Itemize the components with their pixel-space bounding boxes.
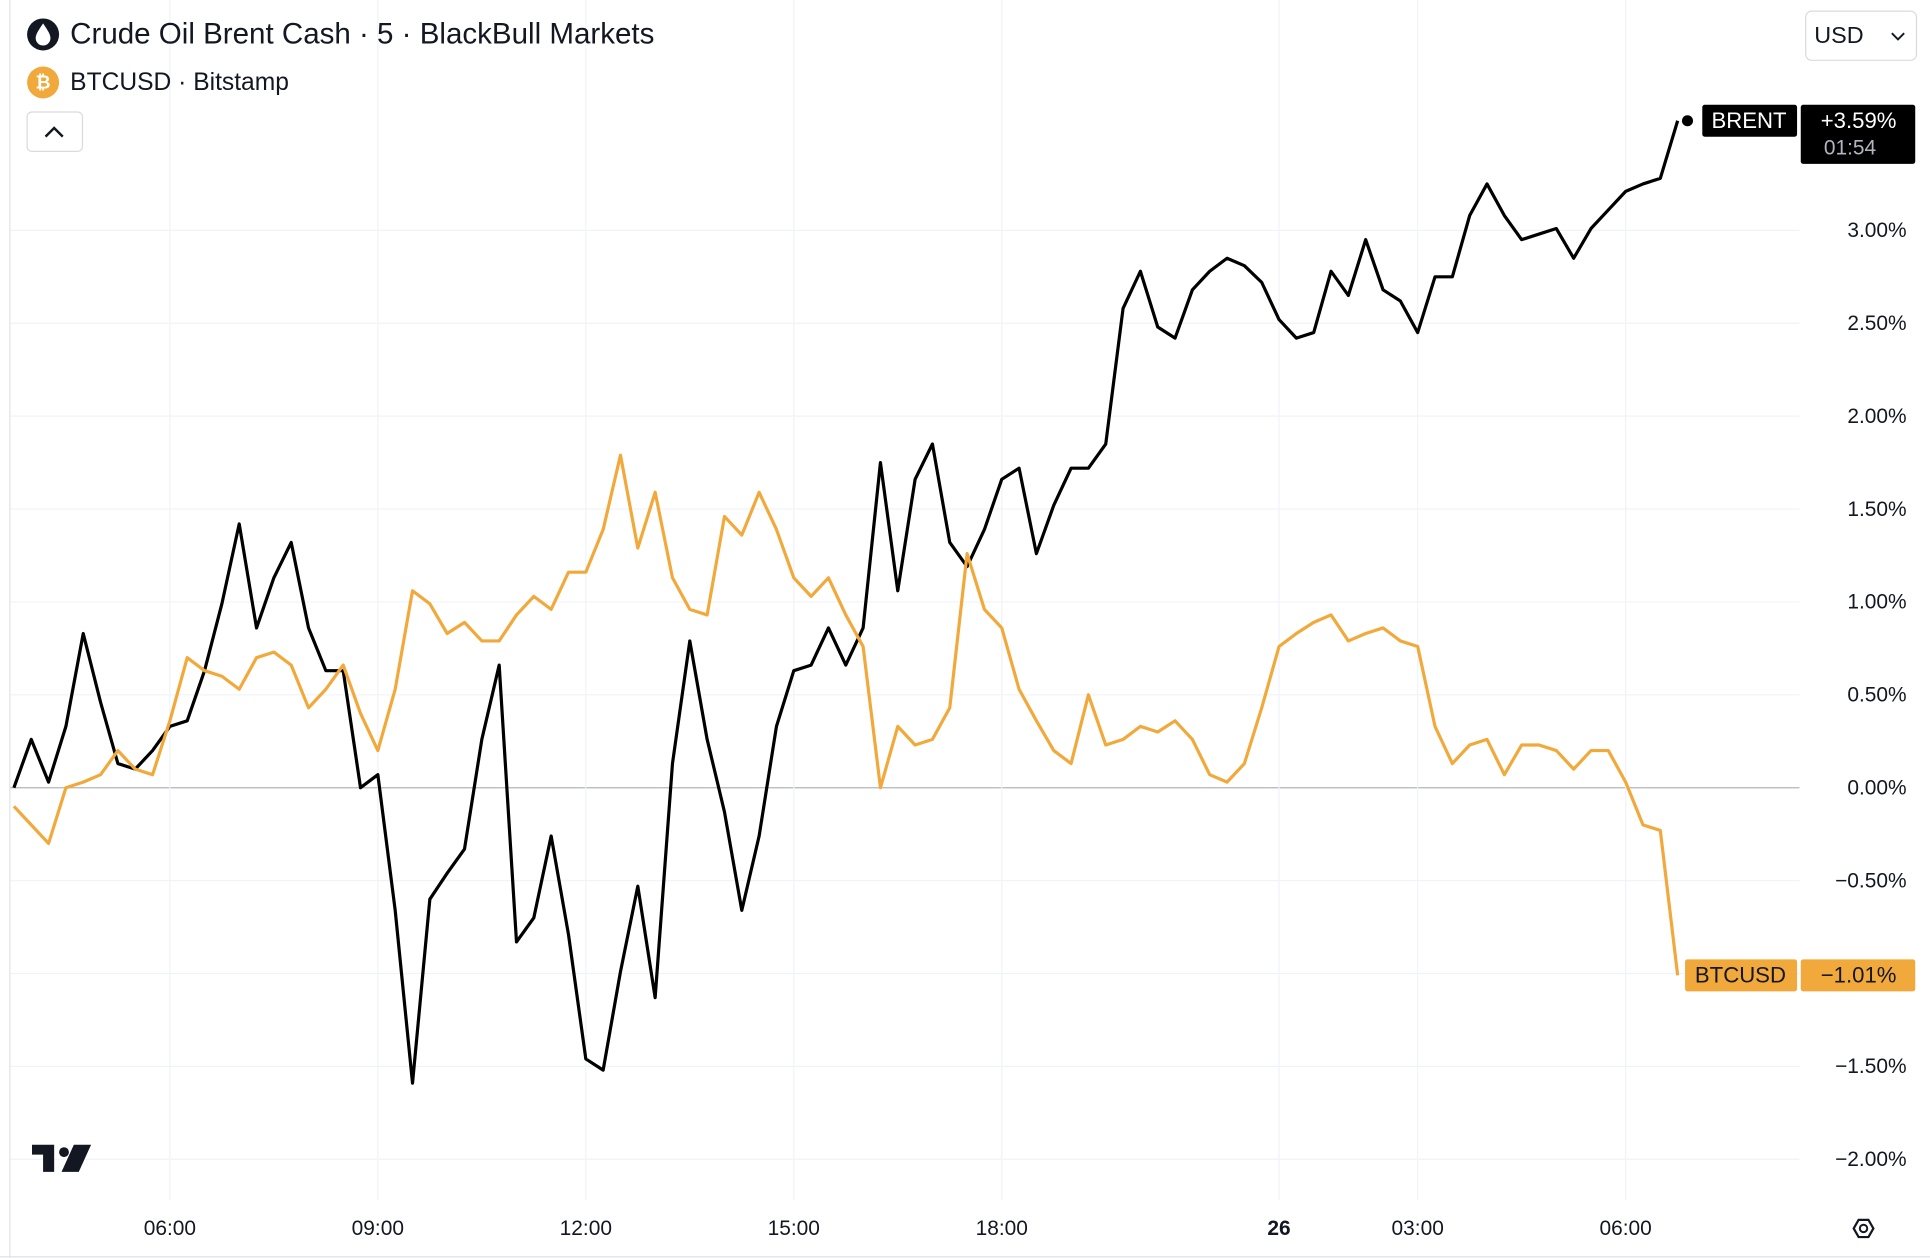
drop-icon [35, 23, 51, 46]
series-line [12, 453, 1680, 976]
chart-title: Crude Oil Brent Cash · 5 · BlackBull Mar… [70, 17, 654, 50]
x-tick-label: 18:00 [976, 1217, 1028, 1240]
value-label: −1.01% [1821, 962, 1897, 987]
dropdown-icon [1891, 32, 1905, 41]
x-tick-label: 12:00 [560, 1217, 612, 1240]
value-label-box [1800, 959, 1916, 992]
x-tick-label: 06:00 [1599, 1217, 1651, 1240]
collapse-icon [44, 126, 64, 138]
settings-icon[interactable] [1852, 1218, 1875, 1239]
value-label: +3.59% [1821, 108, 1897, 133]
x-tick-label: 15:00 [768, 1217, 820, 1240]
y-tick-label: 2.00% [1847, 405, 1906, 428]
y-tick-label: 0.50% [1847, 684, 1906, 707]
y-tick-label: 2.50% [1847, 312, 1906, 335]
overlay: BRENT +3.59% 01:54 BTCUSD −1.01% [1681, 104, 1916, 992]
plot [12, 120, 1680, 1085]
y-tick-label: 3.00% [1847, 219, 1906, 242]
y-tick-label: −1.50% [1835, 1055, 1906, 1078]
y-tick-label: −2.00% [1835, 1148, 1906, 1171]
y-tick-label: 1.00% [1847, 591, 1906, 614]
series-name-box [1685, 959, 1798, 992]
currency: USD [1814, 22, 1863, 48]
series-line [12, 120, 1680, 1085]
value-label-box [1800, 104, 1916, 164]
countdown-label: 01:54 [1824, 137, 1877, 160]
chart-subtitle: BTCUSD · Bitstamp [70, 69, 289, 96]
x-tick-label: 03:00 [1392, 1217, 1444, 1240]
series-name-label: BTCUSD [1695, 962, 1786, 987]
btc-symbol: ₿ [36, 72, 51, 93]
logo [32, 1144, 92, 1172]
y-tick-label: 0.00% [1847, 776, 1906, 799]
series-name-box [1702, 104, 1798, 137]
x-tick-label: 06:00 [144, 1217, 196, 1240]
logo-dot [59, 1147, 69, 1158]
currency-button[interactable] [1805, 10, 1918, 61]
btc-icon [27, 66, 60, 99]
collapse-button[interactable] [26, 111, 84, 153]
series-name-label: BRENT [1712, 108, 1788, 133]
settings-center [1858, 1223, 1869, 1234]
x-tick-label: 09:00 [352, 1217, 404, 1240]
end-dot [1681, 115, 1694, 127]
x-tick-label: 26 [1267, 1217, 1290, 1240]
y-tick-label: 1.50% [1847, 498, 1906, 521]
y-tick-label: −0.50% [1835, 869, 1906, 892]
